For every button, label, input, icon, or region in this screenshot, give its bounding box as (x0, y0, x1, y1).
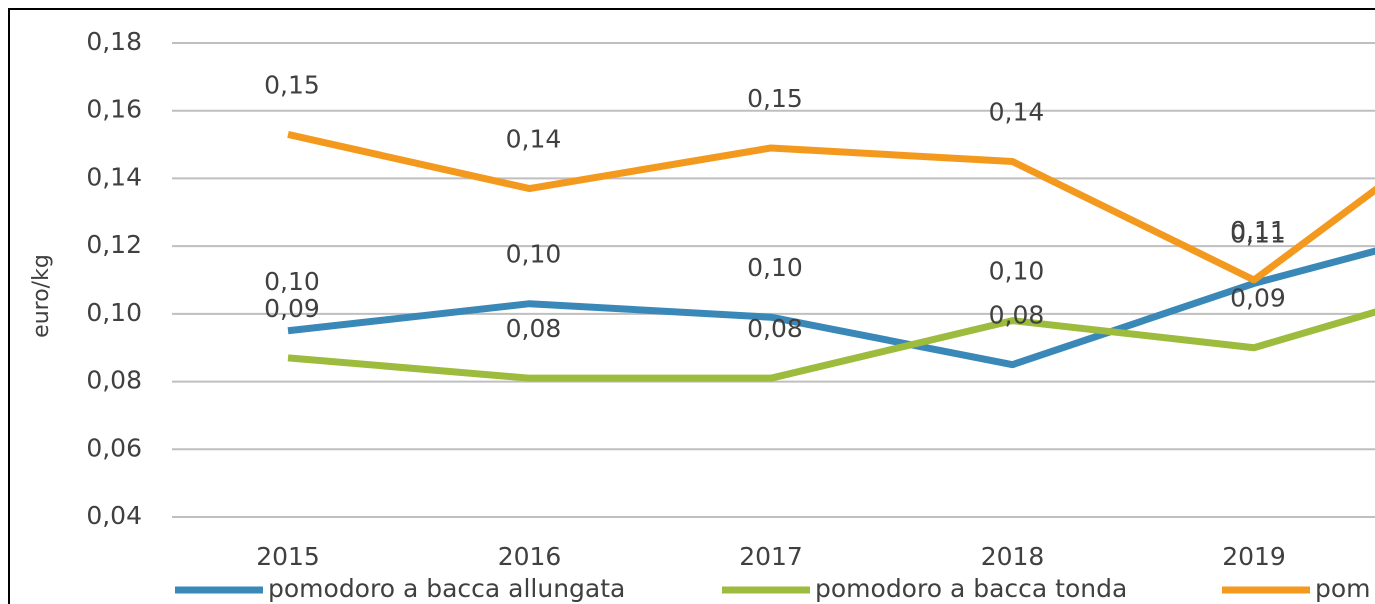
series-line (287, 130, 1375, 284)
y-tick-label: 0,12 (86, 230, 142, 259)
x-tick-label: 2018 (981, 542, 1045, 571)
data-label: 0,10 (747, 253, 803, 282)
frame (8, 8, 1375, 604)
legend-label: pomodoro a bacca allungata (268, 574, 625, 603)
y-tick-label: 0,04 (86, 501, 142, 530)
data-label: 0,08 (989, 301, 1045, 330)
data-label: 0,09 (264, 294, 320, 323)
data-label: 0,10 (506, 240, 562, 269)
y-tick-label: 0,10 (86, 298, 142, 327)
data-label: 0,09 (1230, 284, 1286, 313)
y-tick-label: 0,16 (86, 95, 142, 124)
series-line (287, 308, 1375, 382)
data-label: 0,15 (264, 70, 320, 99)
data-label: 0,15 (747, 84, 803, 113)
data-label: 0,08 (747, 314, 803, 343)
data-label: 0,14 (989, 98, 1045, 127)
data-label: 0,10 (264, 267, 320, 296)
data-label: 0,10 (989, 257, 1045, 286)
legend-label: pom (1315, 574, 1371, 603)
data-label: 0,11 (1230, 219, 1286, 248)
x-tick-label: 2015 (256, 542, 320, 571)
data-label: 0,08 (506, 314, 562, 343)
x-tick-label: 2016 (498, 542, 562, 571)
data-label: 0,14 (506, 125, 562, 154)
x-tick-label: 2019 (1222, 542, 1286, 571)
y-tick-label: 0,08 (86, 366, 142, 395)
legend-label: pomodoro a bacca tonda (815, 574, 1127, 603)
data-label: 0,11 (1230, 216, 1286, 245)
y-axis-label: euro/kg (29, 254, 54, 338)
series-line (287, 247, 1375, 369)
x-tick-label: 2017 (739, 542, 803, 571)
y-tick-label: 0,06 (86, 433, 142, 462)
y-tick-label: 0,18 (86, 27, 142, 56)
y-tick-label: 0,14 (86, 162, 142, 191)
